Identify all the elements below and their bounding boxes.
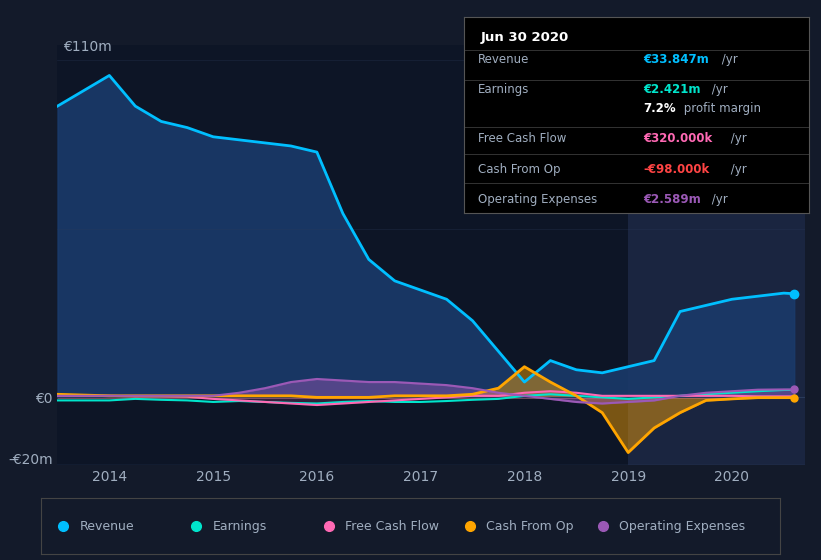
Text: Revenue: Revenue bbox=[478, 53, 529, 67]
Text: Free Cash Flow: Free Cash Flow bbox=[346, 520, 439, 533]
Text: €2.589m: €2.589m bbox=[643, 193, 701, 206]
Text: Cash From Op: Cash From Op bbox=[486, 520, 573, 533]
Text: /yr: /yr bbox=[718, 53, 737, 67]
Text: Cash From Op: Cash From Op bbox=[478, 163, 560, 176]
Text: /yr: /yr bbox=[727, 132, 747, 145]
Text: Free Cash Flow: Free Cash Flow bbox=[478, 132, 566, 145]
Text: €33.847m: €33.847m bbox=[643, 53, 709, 67]
Text: Operating Expenses: Operating Expenses bbox=[619, 520, 745, 533]
Text: Operating Expenses: Operating Expenses bbox=[478, 193, 597, 206]
Text: profit margin: profit margin bbox=[681, 102, 761, 115]
Text: €110m: €110m bbox=[62, 40, 112, 54]
Text: -€98.000k: -€98.000k bbox=[643, 163, 709, 176]
Text: Earnings: Earnings bbox=[478, 83, 529, 96]
Text: /yr: /yr bbox=[709, 193, 728, 206]
Text: /yr: /yr bbox=[727, 163, 747, 176]
Text: Earnings: Earnings bbox=[213, 520, 267, 533]
Text: Jun 30 2020: Jun 30 2020 bbox=[481, 31, 569, 44]
Text: 7.2%: 7.2% bbox=[643, 102, 676, 115]
Text: Revenue: Revenue bbox=[80, 520, 134, 533]
Bar bbox=[628, 45, 805, 465]
Text: €320.000k: €320.000k bbox=[643, 132, 713, 145]
Text: €2.421m: €2.421m bbox=[643, 83, 700, 96]
Text: /yr: /yr bbox=[709, 83, 728, 96]
